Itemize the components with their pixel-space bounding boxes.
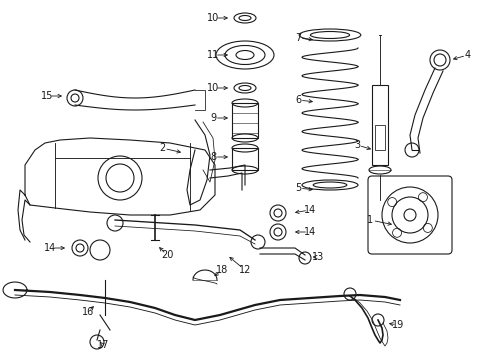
Text: 10: 10 — [207, 83, 219, 93]
Text: 16: 16 — [82, 307, 94, 317]
Text: 18: 18 — [216, 265, 228, 275]
Text: 6: 6 — [295, 95, 301, 105]
Text: 3: 3 — [354, 140, 360, 150]
Text: 13: 13 — [312, 252, 324, 262]
Text: 17: 17 — [97, 340, 109, 350]
Text: 14: 14 — [44, 243, 56, 253]
Text: 11: 11 — [207, 50, 219, 60]
Text: 15: 15 — [41, 91, 53, 101]
Bar — [232, 148, 258, 170]
Text: 10: 10 — [207, 13, 219, 23]
Text: 14: 14 — [304, 205, 316, 215]
Text: 2: 2 — [159, 143, 165, 153]
Text: 5: 5 — [295, 183, 301, 193]
Text: 20: 20 — [161, 250, 173, 260]
Text: 19: 19 — [392, 320, 404, 330]
Text: 7: 7 — [295, 33, 301, 43]
Bar — [232, 103, 258, 138]
Bar — [375, 125, 385, 150]
Bar — [372, 85, 388, 165]
Text: 8: 8 — [210, 152, 216, 162]
Text: 9: 9 — [210, 113, 216, 123]
Text: 12: 12 — [239, 265, 251, 275]
Text: 14: 14 — [304, 227, 316, 237]
Text: 4: 4 — [465, 50, 471, 60]
Text: 1: 1 — [367, 215, 373, 225]
